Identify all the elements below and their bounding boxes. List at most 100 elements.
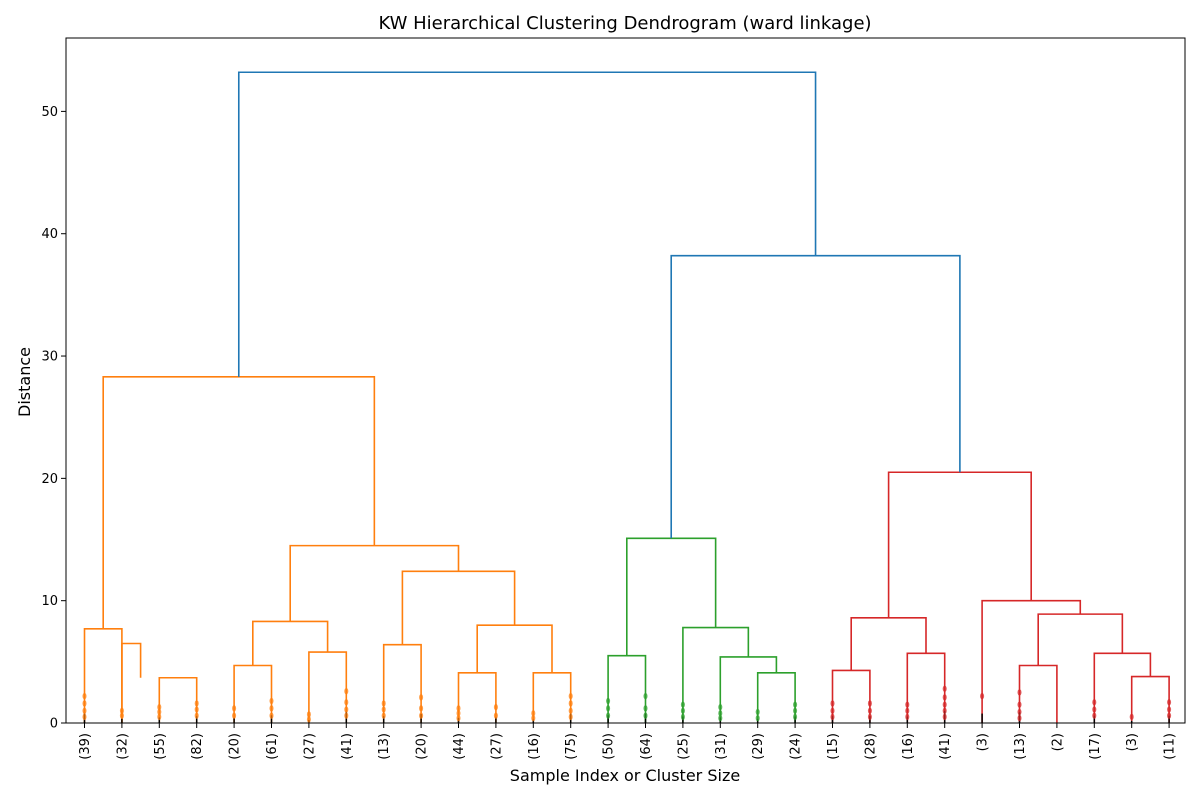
leaf-point [1092, 699, 1097, 706]
x-tick-label: (61) [265, 733, 280, 760]
leaf-point [568, 713, 573, 721]
leaf-point [1017, 714, 1022, 722]
leaf-point [1129, 713, 1134, 721]
x-tick-label: (24) [789, 733, 804, 760]
leaf-point [680, 707, 685, 714]
x-tick-label: (2) [1050, 733, 1065, 751]
leaf-point [306, 711, 311, 718]
leaf-point [419, 705, 424, 712]
x-tick-label: (41) [340, 733, 355, 760]
leaf-point [867, 700, 872, 707]
x-tick-label: (29) [751, 733, 766, 760]
x-tick-label: (55) [153, 733, 168, 760]
leaf-point [82, 713, 87, 721]
leaf-point [680, 701, 685, 708]
leaf-point [1017, 689, 1022, 696]
leaf-point [867, 713, 872, 721]
leaf-point [1167, 712, 1172, 719]
leaf-point [568, 692, 573, 700]
y-tick-label: 10 [41, 594, 58, 609]
leaf-point [344, 687, 349, 695]
dendrogram-link [121, 642, 142, 723]
leaf-point [381, 700, 386, 707]
leaf-point [718, 703, 723, 711]
leaf-point [269, 712, 274, 719]
x-tick-label: (39) [78, 733, 93, 760]
leaf-point [568, 707, 573, 714]
x-tick-label: (13) [377, 733, 392, 760]
leaf-point [830, 713, 835, 721]
leaf-point [531, 714, 536, 722]
leaf-point [493, 712, 498, 719]
x-tick-label: (16) [527, 733, 542, 760]
x-axis-label: Sample Index or Cluster Size [510, 766, 740, 785]
leaf-point [456, 714, 461, 722]
x-tick-label: (20) [415, 733, 430, 760]
leaf-point [942, 707, 947, 714]
leaf-point [942, 694, 947, 701]
leaf-point [643, 692, 648, 700]
leaf-point [755, 714, 760, 722]
leaf-point [1017, 701, 1022, 708]
leaf-point [419, 694, 424, 701]
x-tick-label: (28) [863, 733, 878, 760]
x-tick-label: (20) [228, 733, 243, 760]
y-tick-label: 50 [41, 105, 58, 120]
leaf-point [1167, 706, 1172, 713]
x-tick-label: (27) [302, 733, 317, 760]
x-tick-label: (75) [564, 733, 579, 760]
leaf-point [1092, 706, 1097, 713]
leaf-point [830, 707, 835, 714]
leaf-point [643, 712, 648, 719]
leaf-points [82, 685, 1172, 723]
leaf-point [344, 712, 349, 719]
x-tick-label: (64) [639, 733, 654, 760]
leaf-point [157, 708, 162, 716]
leaf-point [643, 705, 648, 712]
leaf-point [980, 692, 985, 700]
leaf-point [531, 710, 536, 717]
leaf-point [1167, 699, 1172, 706]
leaf-point [793, 713, 798, 721]
y-axis: 0 10 20 30 40 50 [41, 105, 66, 732]
leaf-point [493, 703, 498, 711]
leaf-point [456, 710, 461, 717]
leaf-point [194, 706, 199, 713]
x-tick-label: (3) [976, 733, 991, 751]
leaf-point [905, 701, 910, 708]
leaf-point [232, 705, 237, 712]
leaf-point [680, 713, 685, 721]
leaf-point [344, 706, 349, 713]
x-tick-label: (13) [1013, 733, 1028, 760]
dendrogram-link [237, 71, 817, 377]
leaf-point [606, 697, 611, 705]
x-axis: (39) (32) (55) (82) (20) (61) (27) (41) (13) (20)… [78, 723, 1178, 760]
x-tick-label: (15) [826, 733, 841, 760]
leaf-point [381, 712, 386, 719]
leaf-point [793, 707, 798, 714]
x-tick-label: (3) [1125, 733, 1140, 751]
leaf-point [830, 700, 835, 707]
y-tick-label: 30 [41, 350, 58, 365]
x-tick-label: (50) [602, 733, 617, 760]
leaf-point [1092, 712, 1097, 719]
leaf-point [82, 692, 87, 700]
x-tick-label: (32) [115, 733, 130, 760]
leaf-point [381, 706, 386, 713]
x-tick-label: (82) [190, 733, 205, 760]
x-tick-label: (16) [901, 733, 916, 760]
leaf-point [82, 707, 87, 714]
leaf-point [755, 708, 760, 716]
leaf-point [1017, 708, 1022, 716]
x-tick-label: (17) [1088, 733, 1103, 760]
leaf-point [269, 697, 274, 705]
leaf-point [419, 712, 424, 719]
leaf-point [306, 716, 311, 723]
y-axis-label: Distance [15, 347, 34, 417]
x-tick-label: (25) [676, 733, 691, 760]
x-tick-label: (41) [938, 733, 953, 760]
x-tick-label: (27) [489, 733, 504, 760]
leaf-point [793, 701, 798, 708]
